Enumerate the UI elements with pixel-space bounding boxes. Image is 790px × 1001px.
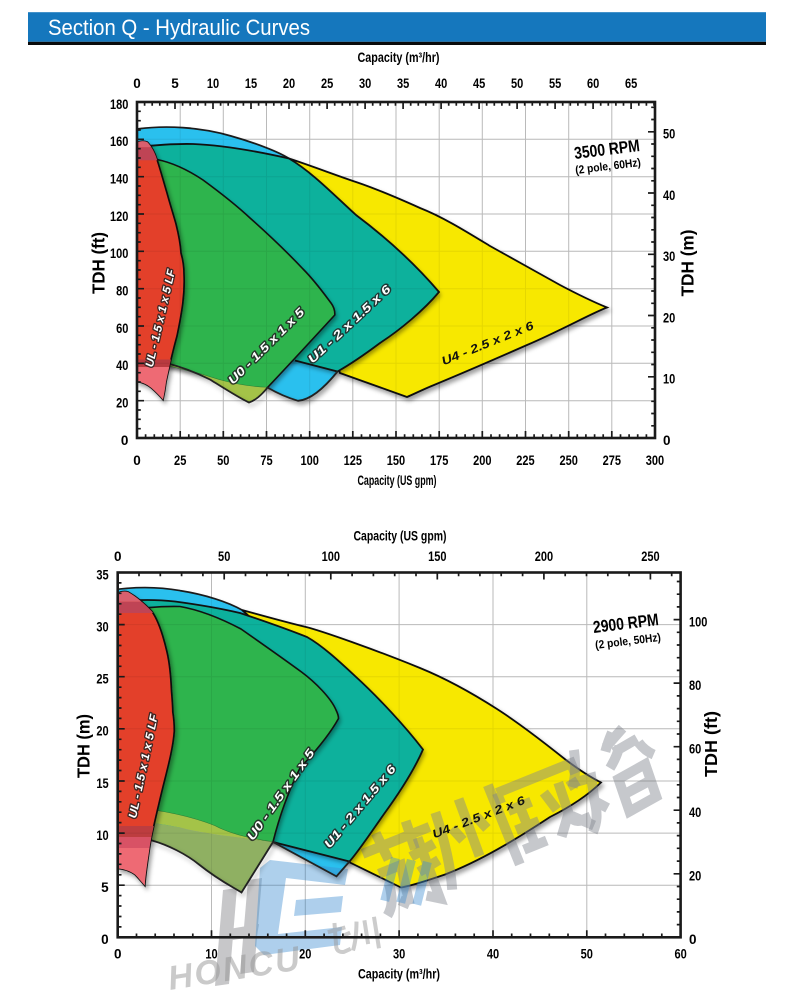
svg-text:30: 30 xyxy=(359,76,371,91)
svg-text:30: 30 xyxy=(96,619,108,634)
svg-text:10: 10 xyxy=(205,947,217,962)
svg-text:20: 20 xyxy=(116,396,128,411)
svg-text:15: 15 xyxy=(245,76,258,91)
svg-text:160: 160 xyxy=(110,134,128,149)
svg-text:50: 50 xyxy=(663,127,675,142)
svg-text:40: 40 xyxy=(689,805,701,820)
svg-text:TDH (ft): TDH (ft) xyxy=(701,711,721,777)
svg-text:100: 100 xyxy=(110,246,128,261)
svg-text:0: 0 xyxy=(689,932,697,947)
svg-text:225: 225 xyxy=(516,453,535,468)
svg-text:20: 20 xyxy=(283,76,295,91)
svg-text:100: 100 xyxy=(689,614,707,629)
svg-text:40: 40 xyxy=(435,76,447,91)
svg-text:0: 0 xyxy=(101,932,109,947)
svg-text:250: 250 xyxy=(641,549,659,564)
svg-text:35: 35 xyxy=(96,567,109,582)
svg-text:0: 0 xyxy=(663,433,671,448)
svg-text:125: 125 xyxy=(344,453,363,468)
svg-text:50: 50 xyxy=(217,453,229,468)
svg-text:40: 40 xyxy=(487,947,499,962)
svg-text:Capacity (US gpm): Capacity (US gpm) xyxy=(354,528,447,544)
svg-text:275: 275 xyxy=(603,453,622,468)
svg-text:TDH (m): TDH (m) xyxy=(678,230,698,297)
svg-text:25: 25 xyxy=(321,76,334,91)
svg-text:10: 10 xyxy=(663,372,675,387)
svg-text:150: 150 xyxy=(428,549,446,564)
svg-text:40: 40 xyxy=(663,188,675,203)
svg-text:250: 250 xyxy=(560,453,578,468)
svg-text:25: 25 xyxy=(174,453,187,468)
svg-text:80: 80 xyxy=(689,678,701,693)
svg-text:Capacity (US gpm): Capacity (US gpm) xyxy=(358,472,437,488)
svg-text:0: 0 xyxy=(121,433,129,448)
svg-text:50: 50 xyxy=(218,549,230,564)
svg-text:0: 0 xyxy=(114,947,122,962)
svg-text:100: 100 xyxy=(322,549,340,564)
svg-text:65: 65 xyxy=(625,76,638,91)
svg-text:75: 75 xyxy=(260,453,273,468)
svg-text:30: 30 xyxy=(663,249,675,264)
svg-text:5: 5 xyxy=(101,880,109,895)
svg-text:120: 120 xyxy=(110,209,128,224)
svg-text:140: 140 xyxy=(110,172,128,187)
svg-text:60: 60 xyxy=(674,947,686,962)
svg-text:0: 0 xyxy=(133,76,141,91)
svg-text:60: 60 xyxy=(116,321,128,336)
svg-text:10: 10 xyxy=(207,76,219,91)
svg-text:150: 150 xyxy=(387,453,405,468)
svg-text:TDH (ft): TDH (ft) xyxy=(89,232,109,294)
svg-text:0: 0 xyxy=(114,549,122,564)
svg-text:10: 10 xyxy=(96,828,108,843)
svg-text:5: 5 xyxy=(171,76,179,91)
svg-text:20: 20 xyxy=(689,869,701,884)
svg-text:50: 50 xyxy=(581,947,593,962)
svg-text:60: 60 xyxy=(587,76,599,91)
svg-text:Section Q - Hydraulic Curves: Section Q - Hydraulic Curves xyxy=(48,15,310,40)
svg-text:40: 40 xyxy=(116,358,128,373)
svg-text:200: 200 xyxy=(535,549,553,564)
svg-text:15: 15 xyxy=(96,776,109,791)
svg-text:300: 300 xyxy=(646,453,664,468)
svg-text:45: 45 xyxy=(473,76,486,91)
svg-text:55: 55 xyxy=(549,76,562,91)
svg-text:200: 200 xyxy=(473,453,491,468)
svg-text:180: 180 xyxy=(110,97,128,112)
svg-text:25: 25 xyxy=(96,672,109,687)
svg-text:0: 0 xyxy=(133,453,141,468)
svg-text:20: 20 xyxy=(96,724,108,739)
svg-text:80: 80 xyxy=(116,284,128,299)
svg-text:Capacity (m³/hr): Capacity (m³/hr) xyxy=(358,49,440,65)
svg-text:35: 35 xyxy=(397,76,410,91)
svg-text:20: 20 xyxy=(663,310,675,325)
svg-text:20: 20 xyxy=(299,947,311,962)
svg-text:100: 100 xyxy=(301,453,319,468)
svg-text:30: 30 xyxy=(393,947,405,962)
svg-text:Capacity (m³/hr): Capacity (m³/hr) xyxy=(358,966,440,982)
svg-text:175: 175 xyxy=(430,453,449,468)
svg-text:50: 50 xyxy=(511,76,523,91)
svg-text:60: 60 xyxy=(689,742,701,757)
svg-text:TDH (m): TDH (m) xyxy=(74,714,94,778)
